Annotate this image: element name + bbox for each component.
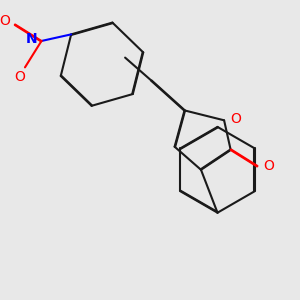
Text: O: O <box>230 112 241 126</box>
Text: N: N <box>26 32 38 46</box>
Text: O: O <box>263 160 274 173</box>
Text: O: O <box>0 14 11 28</box>
Text: O: O <box>15 70 26 84</box>
